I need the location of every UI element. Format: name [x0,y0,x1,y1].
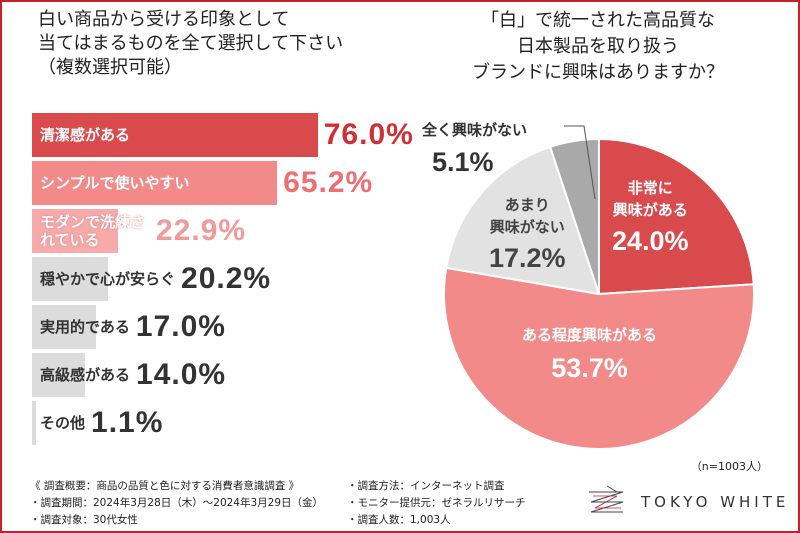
bar [32,113,318,157]
slice-value: 53.7% [551,353,628,383]
bar-row: 高級感がある 14.0% [32,353,414,397]
slice-label: 非常に [627,179,673,197]
bar-value: 14.0% [136,358,227,391]
bar [32,161,278,205]
bar-label-box: 穏やかで心が安らぐ [32,257,175,301]
footer-line: ・調査期間：2024年3月28日（木）～2024年3月29日（金） [30,497,324,509]
bar-row: その他 1.1% [32,401,414,445]
brand-logo: TOKYO WHITE [587,484,789,520]
pie-label-s1: ある程度興味がある 53.7% [522,324,657,390]
slice-label: 全く興味がない [422,121,528,139]
bar-label: 穏やかで心が安らぐ [40,270,176,288]
bar-label-box: 清潔感がある [32,113,318,157]
bar-row: モダンで洗練されている 22.9% [32,209,414,253]
bar-label: シンプルで使いやすい [40,174,190,192]
brand-name: TOKYO WHITE [641,493,790,511]
pie-label-s3: 全く興味がない 5.1% [422,119,527,183]
bar-row: 清潔感がある 76.0% [32,113,414,157]
footer-line: ・調査人数：1,003人 [347,514,451,526]
bar-label: モダンで洗練されている [40,213,146,249]
leader-line [564,125,596,200]
bar-row: 実用的である 17.0% [32,305,414,349]
pie-slice [598,137,755,296]
bar-label-box: シンプルで使いやすい [32,161,277,205]
needle-thread-icon [589,485,624,513]
slice-value: 17.2% [489,243,566,273]
slice-label: 興味がある [612,201,688,219]
bar-label: 清潔感がある [40,126,131,144]
slice-value: 24.0% [612,226,689,256]
footer-col2: ・調査方法：インターネット調査 ・モニター提供元：ゼネラルリサーチ ・調査人数：… [347,478,526,529]
bar-row: 穏やかで心が安らぐ 20.2% [32,257,414,301]
slice-value: 5.1% [432,147,494,177]
footer-line: ・モニター提供元：ゼネラルリサーチ [347,497,526,509]
bar [32,305,96,349]
bar [32,257,108,301]
left-chart-title: 白い商品から受ける印象として 当てはまるものを全て選択して下さい （複数選択可能… [38,8,343,80]
title-line: 日本製品を取り扱う [517,36,679,57]
bar [32,353,85,397]
title-line: 「白」で統一された高品質な [481,10,715,31]
bar [32,209,119,253]
footer-line: 《 調査概要：商品の品質と色に対する消費者意識調査 》 [30,480,300,492]
bar-label-box: 実用的である [32,305,130,349]
bar-label-box: モダンで洗練されている [32,209,150,253]
bar-label: 実用的である [40,318,130,336]
bar-value: 17.0% [135,310,226,343]
bar [32,401,37,445]
title-line: 白い商品から受ける印象として [38,9,290,30]
slice-label: 興味がない [489,218,565,236]
title-line: 当てはまるものを全て選択して下さい [38,33,344,54]
pie-slice [443,266,755,450]
bar-label: 高級感がある [40,366,131,384]
slice-label: ある程度興味がある [522,326,658,344]
pie-label-s2: あまり 興味がない 17.2% [489,194,566,278]
pie-label-s0: 非常に 興味がある 24.0% [612,177,689,261]
bar-value: 76.0% [323,118,414,151]
pie-chart [443,137,755,450]
pie-slice [548,137,600,295]
bar-value: 22.9% [156,214,247,247]
bar-label: その他 [40,414,86,432]
slice-label: あまり [504,196,550,214]
bar-value: 65.2% [283,166,374,199]
title-line: ブランドに興味はありますか？ [472,62,724,83]
bar-row: シンプルで使いやすい 65.2% [32,161,414,205]
right-chart-title: 「白」で統一された高品質な 日本製品を取り扱う ブランドに興味はありますか？ [448,8,748,86]
bar-value: 1.1% [91,406,164,439]
footer-col1: 《 調査概要：商品の品質と色に対する消費者意識調査 》 ・調査期間：2024年3… [30,478,323,529]
bar-label-box: 高級感がある [32,353,130,397]
sample-size-note: （n=1003人） [690,460,768,473]
pie-slice [445,145,601,296]
bar-chart: 清潔感がある 76.0% シンプルで使いやすい 65.2% モダンで洗練されている 22.… [32,113,414,449]
footer-line: ・調査方法：インターネット調査 [347,480,505,492]
footer-line: ・調査対象：30代女性 [30,514,138,526]
title-line: （複数選択可能） [38,57,182,78]
bar-label-box: その他 [32,401,85,445]
bar-value: 20.2% [181,262,272,295]
